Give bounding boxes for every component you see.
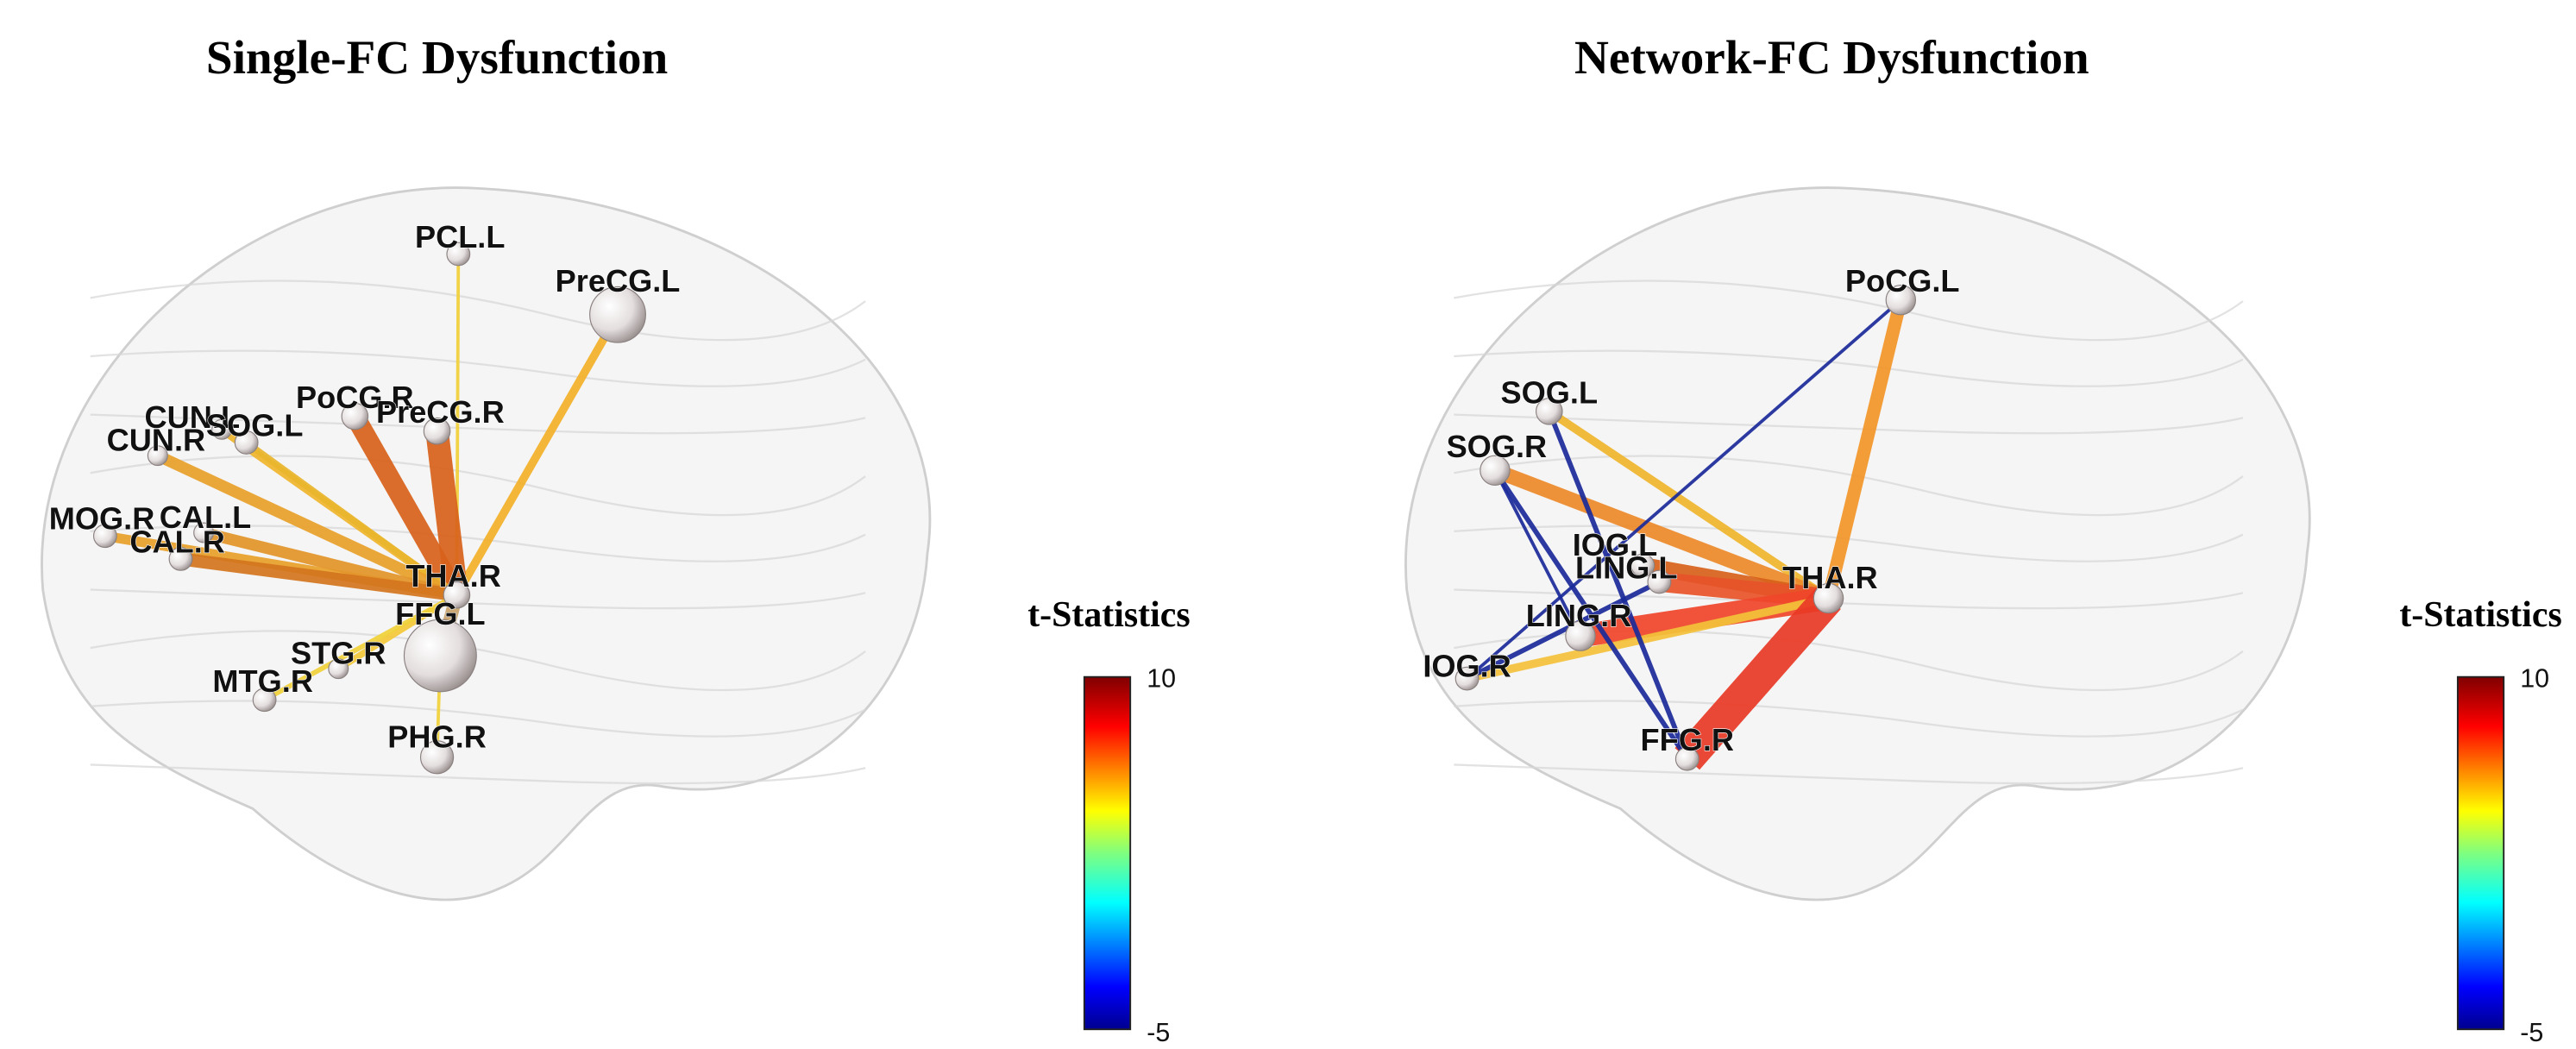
node-label: CAL.R [129, 524, 225, 559]
node-label: PCL.L [415, 219, 505, 254]
colorbar-tick: 10 [1147, 664, 1176, 694]
colorbar [1084, 677, 1130, 1029]
panel: Network-FC Dysfunction PoCG.L SOG.L SOG.R IO… [1405, 31, 2561, 1047]
node-label: FFG.R [1641, 722, 1734, 757]
node-label: THA.R [1782, 560, 1878, 595]
colorbar-title: t-Statistics [1027, 595, 1190, 635]
node-label: LING.R [1526, 598, 1632, 633]
node-label: SOG.L [206, 407, 304, 443]
node-label: PHG.R [387, 719, 487, 754]
node-label: PoCG.L [1845, 263, 1960, 298]
node-label: LING.L [1575, 550, 1678, 586]
node-label: SOG.R [1447, 429, 1548, 464]
panel-title: Single-FC Dysfunction [206, 31, 668, 84]
node-label: CUN.R [107, 423, 206, 458]
node-label: PreCG.L [556, 263, 681, 298]
node-label: FFG.L [395, 596, 485, 631]
colorbar-tick: -5 [1147, 1018, 1170, 1047]
colorbar-title: t-Statistics [2399, 595, 2561, 635]
node-label: THA.R [405, 558, 501, 594]
panel: Single-FC DysfunctionPCL.LPreCG.LPoCG.RP… [42, 31, 1191, 1047]
colorbar [2458, 677, 2504, 1029]
colorbar-tick: -5 [2520, 1018, 2543, 1047]
node-label: MTG.R [212, 663, 313, 699]
figure: Single-FC DysfunctionPCL.LPreCG.LPoCG.RP… [0, 0, 2576, 1049]
colorbar-tick: 10 [2520, 664, 2549, 694]
node-label: SOG.L [1501, 374, 1599, 410]
node-label: IOG.R [1423, 649, 1511, 684]
panel-title: Network-FC Dysfunction [1574, 31, 2089, 84]
node-label: PreCG.R [376, 394, 505, 430]
